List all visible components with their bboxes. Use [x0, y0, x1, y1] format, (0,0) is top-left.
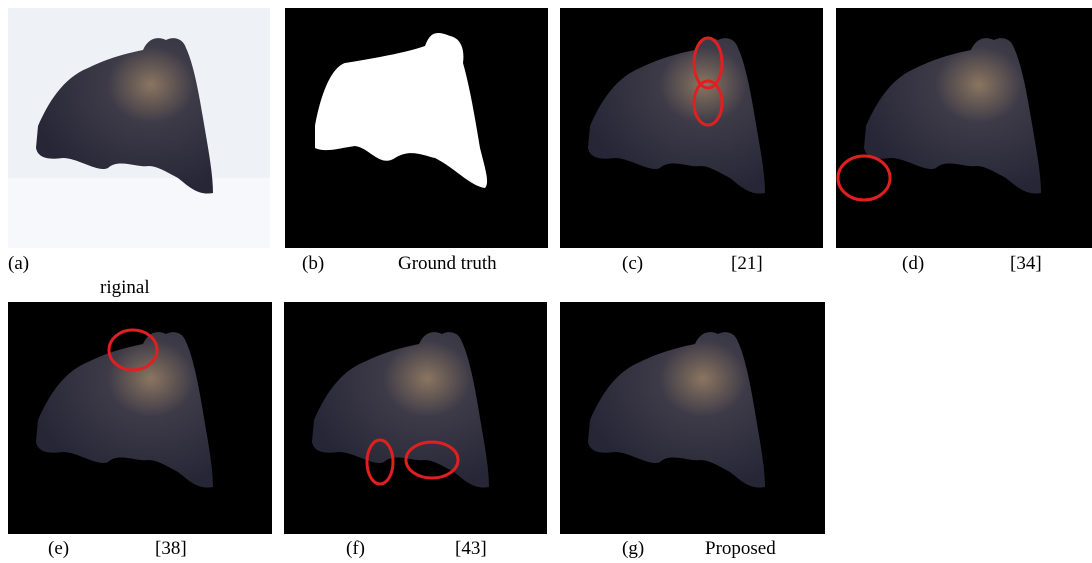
image: [285, 8, 548, 248]
panel-caption: [34]: [1010, 253, 1042, 275]
panel-caption: Ground truth: [398, 253, 497, 275]
panel-caption: [21]: [731, 253, 763, 275]
image: [560, 8, 823, 248]
panel-caption: [38]: [155, 538, 187, 560]
panel-caption: [43]: [455, 538, 487, 560]
panel-caption: Proposed: [705, 538, 776, 560]
figure-page: {"panels": [ {"label": "(a)", "caption":…: [0, 0, 1092, 563]
panel-label: (f): [346, 538, 365, 560]
panel-label: (a): [8, 253, 29, 275]
image: [284, 302, 547, 534]
image: [836, 8, 1092, 248]
panel-label: (e): [48, 538, 69, 560]
panel-label: (g): [622, 538, 644, 560]
panel-label: (c): [622, 253, 643, 275]
image: [8, 302, 272, 534]
image: [560, 302, 825, 534]
panel-label: (d): [902, 253, 924, 275]
panel-caption: riginal: [100, 277, 150, 299]
panel-label: (b): [302, 253, 324, 275]
image: [8, 8, 270, 248]
